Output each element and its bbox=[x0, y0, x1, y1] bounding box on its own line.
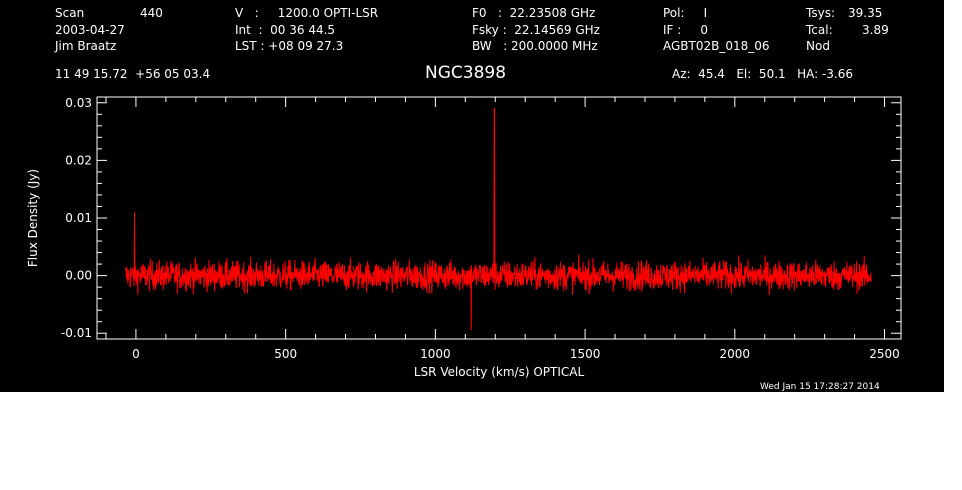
project-id: AGBT02B_018_06 bbox=[663, 39, 770, 53]
f0-line: F0 : 22.23508 GHz bbox=[472, 6, 596, 20]
bandwidth-line: BW : 200.0000 MHz bbox=[472, 39, 598, 53]
y-tick-label: 0.01 bbox=[65, 211, 92, 225]
source-coordinates: 11 49 15.72 +56 05 03.4 bbox=[55, 67, 211, 81]
x-tick-label: 0 bbox=[132, 347, 140, 361]
velocity-line: V : 1200.0 OPTI-LSR bbox=[235, 6, 379, 20]
lst-line: LST : +08 09 27.3 bbox=[235, 39, 344, 53]
y-tick-label: 0.00 bbox=[65, 269, 92, 283]
tcal-label: Tcal: bbox=[806, 23, 833, 37]
scan-value: 440 bbox=[140, 6, 163, 20]
x-tick-label: 500 bbox=[274, 347, 297, 361]
x-tick-label: 1500 bbox=[570, 347, 601, 361]
fsky-line: Fsky : 22.14569 GHz bbox=[472, 23, 600, 37]
observing-mode: Nod bbox=[806, 39, 830, 53]
x-tick-label: 1000 bbox=[420, 347, 451, 361]
tsys-label: Tsys: bbox=[806, 6, 835, 20]
scan-label: Scan bbox=[55, 6, 85, 20]
y-axis-label: Flux Density (Jy) bbox=[26, 169, 40, 267]
y-tick-label: -0.01 bbox=[61, 326, 92, 340]
spectrum-series-line bbox=[124, 108, 872, 331]
integration-line: Int : 00 36 44.5 bbox=[235, 23, 336, 37]
source-name: NGC3898 bbox=[425, 63, 507, 83]
x-axis-label: LSR Velocity (km/s) OPTICAL bbox=[414, 365, 585, 379]
obs-date: 2003-04-27 bbox=[55, 23, 125, 37]
plot-timestamp: Wed Jan 15 17:28:27 2014 bbox=[760, 382, 880, 392]
tcal-value: 3.89 bbox=[862, 23, 889, 37]
tsys-value: 39.35 bbox=[848, 6, 883, 20]
spectrum-panel: Scan 440 2003-04-27 Jim Braatz V : 1200.… bbox=[0, 0, 944, 392]
y-tick-label: 0.02 bbox=[65, 153, 92, 167]
polarization-line: Pol: I bbox=[663, 6, 708, 20]
x-tick-label: 2000 bbox=[720, 347, 751, 361]
spectrum-chart: 0 500 1000 1500 2000 2500 -0.01 0.00 0.01 0.02 0.0… bbox=[26, 96, 902, 379]
pointing-info: Az: 45.4 El: 50.1 HA: -3.66 bbox=[672, 67, 854, 81]
y-tick-label: 0.03 bbox=[65, 96, 92, 110]
if-line: IF : 0 bbox=[663, 23, 709, 37]
x-tick-label: 2500 bbox=[869, 347, 900, 361]
plot-frame-box bbox=[96, 96, 902, 340]
observer-name: Jim Braatz bbox=[55, 39, 117, 53]
